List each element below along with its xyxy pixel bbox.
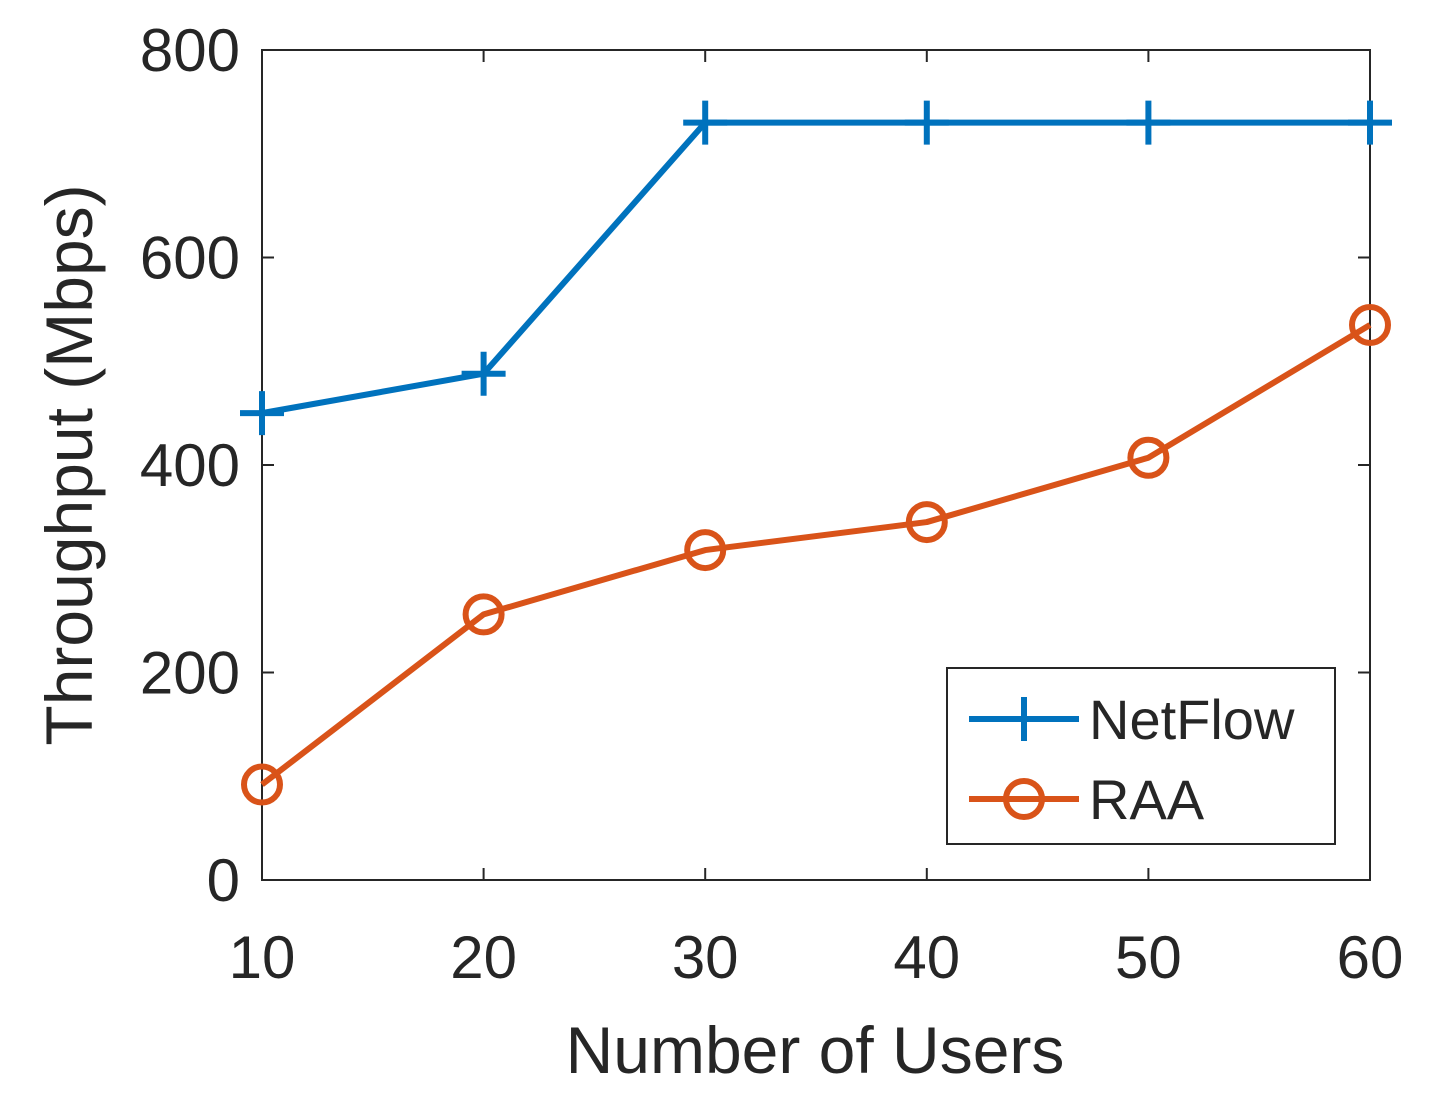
data-point-netflow: [461, 351, 506, 396]
series-raa: [241, 303, 1391, 806]
legend-item-raa: RAA: [969, 768, 1205, 831]
data-point-netflow: [683, 100, 728, 145]
data-point-netflow: [904, 100, 949, 145]
x-tick-label: 30: [672, 924, 739, 991]
y-axis-title: Throughput (Mbps): [32, 184, 106, 745]
x-tick-label: 40: [893, 924, 960, 991]
legend: NetFlow RAA: [946, 667, 1336, 845]
x-axis-title: Number of Users: [566, 1013, 1065, 1087]
data-point-netflow: [1348, 100, 1392, 145]
legend-label-raa: RAA: [1089, 768, 1205, 831]
data-point-raa: [241, 763, 283, 806]
y-tick-label: 400: [140, 432, 240, 499]
data-point-netflow: [240, 391, 284, 436]
legend-item-netflow: NetFlow: [969, 688, 1295, 751]
y-tick-label: 200: [140, 640, 240, 707]
data-point-raa: [462, 593, 505, 636]
data-point-raa: [1127, 436, 1170, 479]
series-line-raa: [260, 322, 1372, 787]
series-group: [240, 100, 1392, 806]
y-tick-label: 600: [140, 225, 240, 292]
data-point-raa: [1349, 303, 1391, 346]
data-point-netflow: [1126, 100, 1171, 145]
data-point-raa: [905, 501, 948, 544]
legend-marker-netflow: [1002, 697, 1046, 741]
data-point-raa: [684, 529, 727, 572]
series-line-netflow: [261, 119, 1370, 417]
legend-label-netflow: NetFlow: [1089, 688, 1295, 751]
y-tick-label: 800: [140, 17, 240, 84]
x-tick-label: 10: [229, 924, 296, 991]
y-tick-label: 0: [207, 847, 240, 914]
series-netflow: [240, 100, 1392, 436]
legend-marker-raa: [1003, 778, 1045, 820]
x-tick-label: 20: [450, 924, 517, 991]
x-tick-label: 60: [1337, 924, 1404, 991]
x-tick-label: 50: [1115, 924, 1182, 991]
